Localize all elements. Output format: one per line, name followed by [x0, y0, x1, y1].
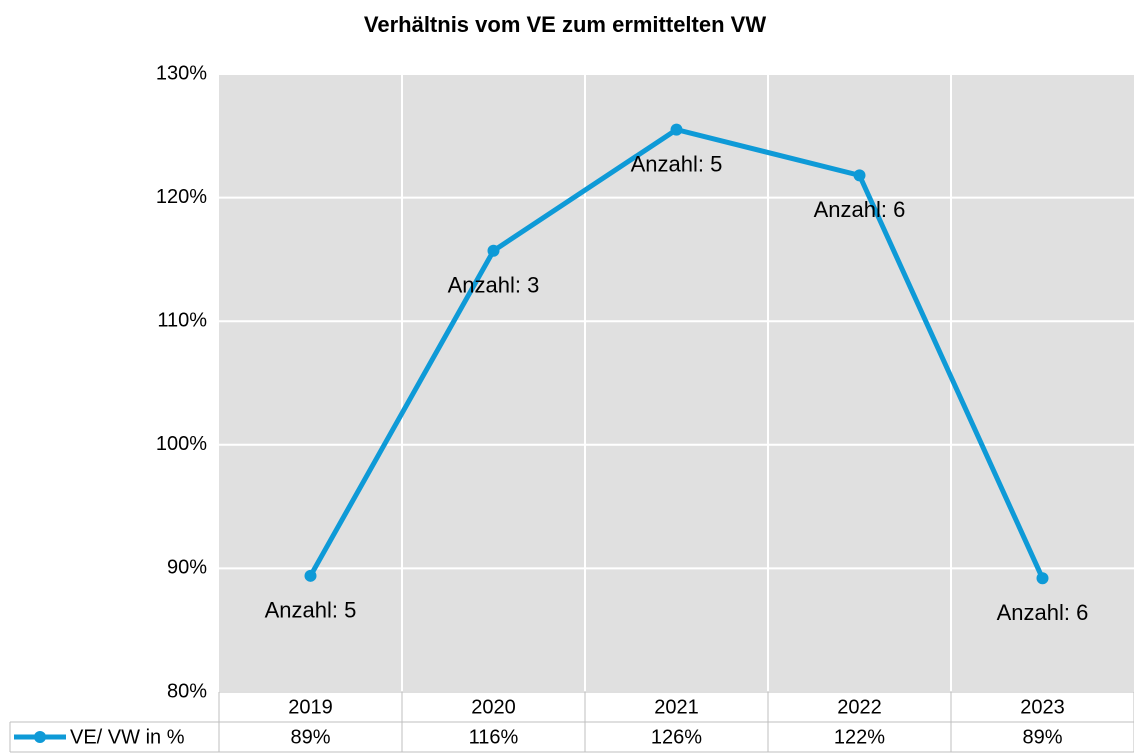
data-point: [1036, 572, 1049, 585]
x-tick-label: 2021: [654, 696, 699, 718]
table-value: 122%: [834, 726, 885, 748]
data-point: [304, 569, 317, 582]
x-tick-label: 2019: [288, 696, 333, 718]
chart-title: Verhältnis vom VE zum ermittelten VW: [364, 12, 766, 37]
data-point: [670, 123, 683, 136]
x-tick-label: 2022: [837, 696, 882, 718]
data-point: [487, 244, 500, 257]
y-tick-label: 80%: [167, 680, 207, 702]
point-annotation: Anzahl: 5: [265, 598, 357, 623]
y-tick-label: 90%: [167, 557, 207, 579]
table-value: 89%: [1022, 726, 1062, 748]
table-value: 89%: [290, 726, 330, 748]
point-annotation: Anzahl: 6: [814, 197, 906, 222]
y-tick-label: 130%: [156, 62, 207, 84]
x-tick-label: 2020: [471, 696, 516, 718]
y-tick-label: 100%: [156, 433, 207, 455]
legend-marker: [34, 731, 46, 743]
y-tick-label: 120%: [156, 186, 207, 208]
x-tick-label: 2023: [1020, 696, 1065, 718]
point-annotation: Anzahl: 3: [448, 273, 540, 298]
table-value: 126%: [651, 726, 702, 748]
plot-area: [219, 74, 1134, 692]
point-annotation: Anzahl: 5: [631, 151, 723, 176]
y-tick-label: 110%: [157, 309, 207, 331]
point-annotation: Anzahl: 6: [997, 600, 1089, 625]
legend-label: VE/ VW in %: [70, 726, 185, 748]
data-point: [853, 169, 866, 182]
table-value: 116%: [469, 726, 519, 748]
